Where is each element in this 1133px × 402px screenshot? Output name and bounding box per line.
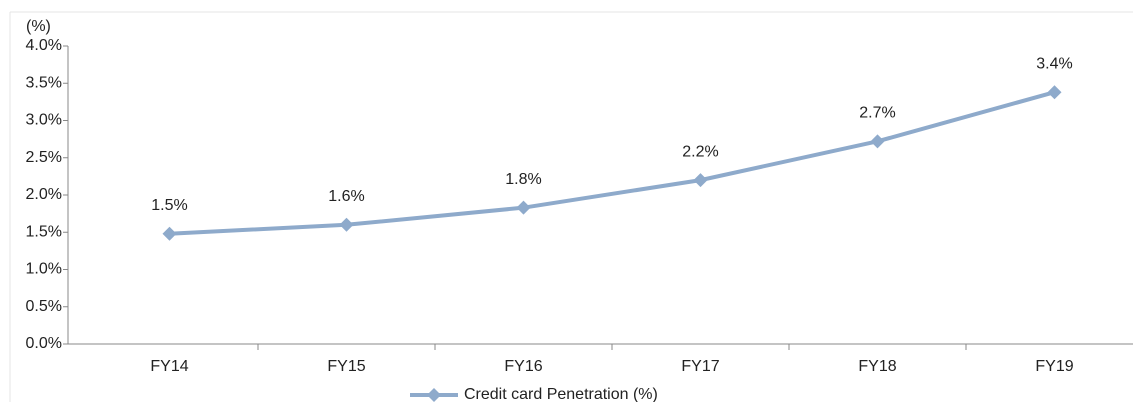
x-tick-label: FY18 [858, 358, 896, 375]
y-tick-label: 3.0% [26, 112, 62, 129]
y-tick-label: 0.5% [26, 298, 62, 315]
marker [1047, 85, 1062, 100]
y-tick-label: 2.5% [26, 149, 62, 166]
x-tick-label: FY14 [150, 358, 188, 375]
x-tick-label: FY16 [504, 358, 542, 375]
y-tick-label: 3.5% [26, 74, 62, 91]
value-label: 3.4% [1036, 55, 1072, 72]
value-label: 1.8% [505, 171, 541, 188]
y-axis-label: (%) [26, 18, 51, 35]
y-tick-label: 4.0% [26, 37, 62, 54]
y-tick-label: 1.0% [26, 261, 62, 278]
marker [162, 226, 177, 241]
value-label: 2.7% [859, 105, 895, 122]
x-tick-label: FY19 [1035, 358, 1073, 375]
x-tick-label: FY17 [681, 358, 719, 375]
series-line [169, 90, 1056, 236]
marker [516, 200, 531, 215]
y-tick-label: 2.0% [26, 186, 62, 203]
value-label: 1.6% [328, 188, 364, 205]
y-tick-label: 1.5% [26, 223, 62, 240]
value-label: 2.2% [682, 143, 718, 160]
marker [870, 134, 885, 149]
x-tick-label: FY15 [327, 358, 365, 375]
legend-label: Credit card Penetration (%) [464, 386, 658, 402]
legend-marker [427, 388, 441, 402]
marker [339, 217, 354, 232]
marker [693, 173, 708, 188]
value-label: 1.5% [151, 197, 187, 214]
y-tick-label: 0.0% [26, 335, 62, 352]
